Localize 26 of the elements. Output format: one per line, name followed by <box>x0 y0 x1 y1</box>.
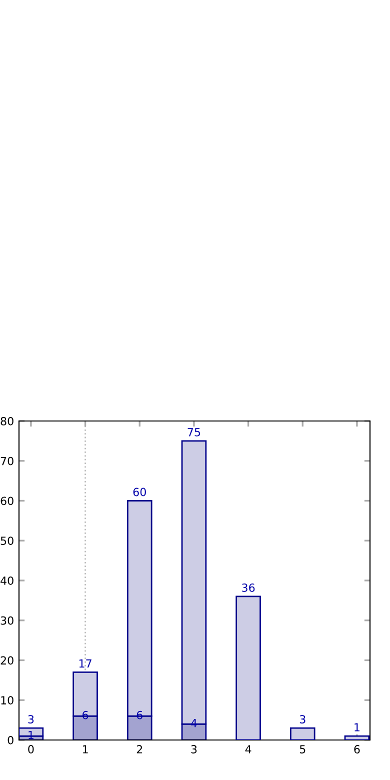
bar <box>236 596 261 740</box>
y-tick-label: 30 <box>0 616 14 625</box>
y-tick-label: 20 <box>0 656 14 665</box>
bar <box>344 735 370 740</box>
x-tick-label: 6 <box>354 745 360 754</box>
y-tick-label: 70 <box>0 456 14 466</box>
x-tick-label: 3 <box>191 745 197 754</box>
total-label: 17 <box>79 659 92 668</box>
y-tick-label: 40 <box>0 576 14 585</box>
y-tick-label: 50 <box>0 536 14 546</box>
total-label: 75 <box>188 428 200 436</box>
total-label: 60 <box>133 488 146 496</box>
y-tick-label: 0 <box>8 736 14 744</box>
bar <box>290 727 316 740</box>
x-tick-label: 0 <box>28 745 34 754</box>
y-tick-label: 10 <box>1 696 14 705</box>
y-tick-label: 60 <box>0 496 14 506</box>
x-tick-label: 1 <box>82 745 88 754</box>
x-tick-label: 4 <box>245 745 252 754</box>
total-label: 36 <box>242 584 255 592</box>
x-tick-label: 5 <box>300 745 306 754</box>
x-tick-label: 2 <box>136 745 142 754</box>
y-tick-label: 80 <box>0 416 14 426</box>
total-label: 3 <box>28 715 34 724</box>
total-label: 1 <box>354 723 360 732</box>
total-label: 3 <box>300 715 306 724</box>
